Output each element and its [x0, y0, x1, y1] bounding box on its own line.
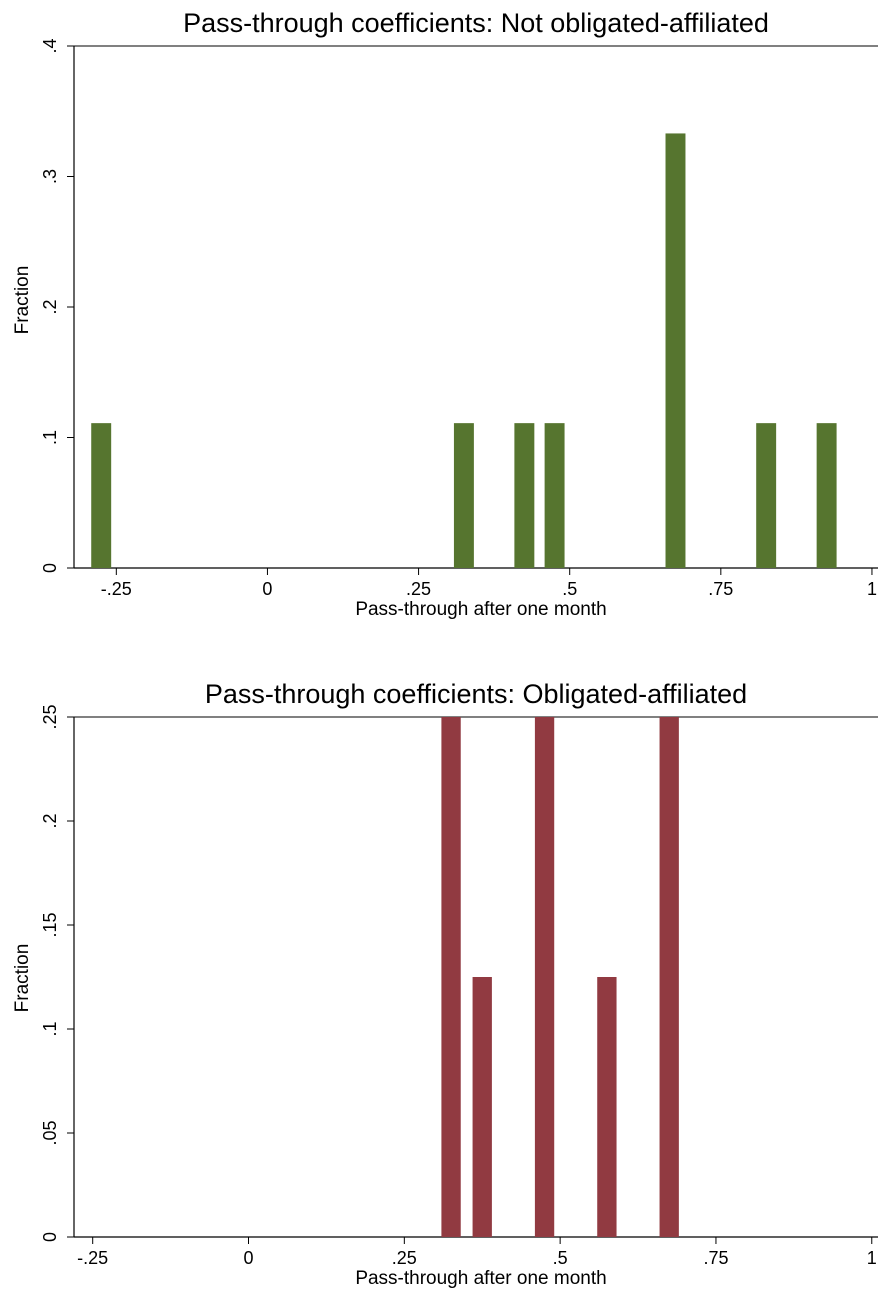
chart2-x-tick-label: .75 [703, 1248, 728, 1268]
chart2-x-tick-label: -.25 [77, 1248, 108, 1268]
chart1-y-tick-label: 0 [40, 563, 60, 573]
chart1-x-axis-label: Pass-through after one month [355, 599, 606, 620]
chart2-x-axis-label: Pass-through after one month [355, 1268, 606, 1289]
chart1-x-tick-label: .75 [708, 579, 733, 599]
chart2-y-tick-label: .2 [40, 813, 60, 828]
chart1-x-tick-label: 0 [262, 579, 272, 599]
chart2-bar [441, 717, 461, 1237]
chart2-y-tick-label: .15 [40, 912, 60, 937]
chart1-bar [514, 423, 535, 568]
chart1-y-tick-label: .3 [40, 169, 60, 184]
chart1-x-tick-label: -.25 [101, 579, 132, 599]
chart1-bar [91, 423, 112, 568]
chart2-x-tick-label: 0 [244, 1248, 254, 1268]
chart2-bar [534, 717, 555, 1237]
chart1-y-tick-label: .2 [40, 299, 60, 314]
chart1-title: Pass-through coefficients: Not obligated… [183, 8, 769, 38]
chart2-y-tick-label: .25 [40, 704, 60, 729]
chart1-bar [665, 133, 686, 568]
chart1-x-tick-label: .5 [562, 579, 577, 599]
chart1-y-tick-label: .4 [40, 38, 60, 53]
chart2-bar [659, 717, 679, 1237]
chart2: Pass-through coefficients: Obligated-aff… [12, 679, 878, 1289]
chart1-bar [816, 423, 837, 568]
chart2-y-tick-label: .05 [40, 1120, 60, 1145]
chart2-y-tick-label: 0 [40, 1232, 60, 1242]
chart1-bar [544, 423, 565, 568]
chart1: Pass-through coefficients: Not obligated… [12, 8, 878, 620]
chart2-bar [597, 977, 617, 1237]
chart2-y-tick-label: .1 [40, 1021, 60, 1036]
chart2-x-tick-label: .25 [392, 1248, 417, 1268]
chart1-x-tick-label: .25 [406, 579, 431, 599]
chart1-bar [756, 423, 777, 568]
chart1-bar [453, 423, 474, 568]
chart2-x-tick-label: 1 [867, 1248, 877, 1268]
chart1-y-tick-label: .1 [40, 430, 60, 445]
chart2-y-axis-label: Fraction [12, 944, 33, 1013]
chart1-y-axis-label: Fraction [12, 266, 33, 335]
chart1-x-tick-label: 1 [867, 579, 877, 599]
chart2-x-tick-label: .5 [553, 1248, 568, 1268]
chart2-bar [472, 977, 492, 1237]
chart2-title: Pass-through coefficients: Obligated-aff… [205, 679, 747, 709]
